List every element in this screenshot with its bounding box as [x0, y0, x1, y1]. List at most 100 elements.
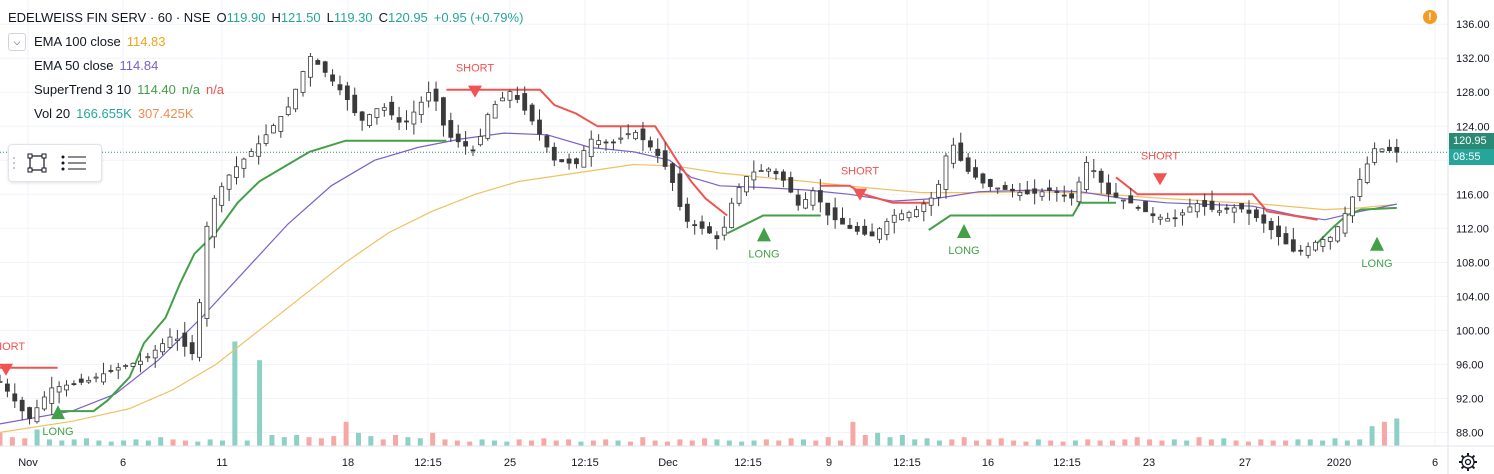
time-tick-label: 2020	[1327, 457, 1351, 469]
candle-body	[1084, 161, 1089, 190]
signal-label: LONG	[948, 245, 979, 257]
volume-bar	[974, 440, 980, 446]
time-tick-label: 25	[504, 457, 516, 469]
candle-body	[145, 356, 151, 359]
signal-label: SHORT	[456, 63, 495, 75]
volume-bar	[850, 421, 856, 446]
volume-bar	[84, 438, 90, 446]
select-rectangle-button[interactable]	[19, 145, 55, 181]
candle-body	[470, 149, 476, 152]
supertrend-segment-up	[726, 214, 821, 235]
volume-bar	[393, 435, 399, 446]
volume-bar	[529, 440, 535, 446]
volume-bar	[368, 436, 374, 446]
volume-bar	[1394, 418, 1400, 446]
volume-bar	[1171, 439, 1177, 446]
candle-body	[248, 151, 254, 157]
candle-body	[1320, 239, 1326, 247]
time-tick-label: 6	[120, 457, 126, 469]
candle-body	[1128, 195, 1134, 204]
volume-bar	[219, 440, 225, 446]
volume-bar	[578, 441, 584, 446]
candle-body	[0, 380, 3, 383]
volume-bar	[133, 439, 139, 446]
candle-body	[1364, 163, 1370, 183]
indicator-row-volume[interactable]: Vol 20 166.655K 307.425K	[8, 102, 523, 126]
price-tick-label: 112.00	[1456, 223, 1489, 235]
candle-body	[174, 338, 180, 341]
candle-body	[810, 190, 816, 206]
volume-bar	[899, 435, 905, 446]
candle-body	[677, 173, 683, 207]
short-arrow	[0, 363, 13, 376]
volume-bar	[1332, 438, 1338, 446]
candle-body	[507, 91, 513, 101]
candle-body	[1106, 182, 1111, 195]
candle-body	[381, 107, 387, 111]
long-arrow	[757, 227, 771, 242]
candle-body	[448, 120, 454, 138]
candle-body	[803, 199, 808, 209]
volume-bar	[664, 441, 670, 446]
volume-bar	[1344, 440, 1350, 446]
candle-body	[795, 194, 801, 206]
time-tick-label: 18	[342, 457, 354, 469]
bar-countdown-tag: 08:55	[1449, 149, 1494, 165]
candle-body	[1342, 213, 1348, 234]
ema100-line	[0, 163, 1397, 433]
candle-body	[766, 168, 772, 172]
drawing-toolbox[interactable]	[8, 144, 102, 182]
volume-bar	[467, 441, 473, 446]
candle-body	[19, 399, 25, 412]
candle-body	[670, 163, 675, 183]
volume-bar	[763, 439, 769, 446]
volume-bar	[1295, 439, 1301, 446]
volume-bar	[726, 440, 732, 446]
volume-bar	[182, 440, 188, 446]
candle-body	[500, 97, 505, 102]
candle-body	[1120, 199, 1126, 202]
price-tick-label: 136.00	[1456, 19, 1490, 31]
indicator-row-ema50[interactable]: EMA 50 close 114.84	[8, 54, 523, 78]
candle-body	[241, 158, 247, 169]
volume-bar	[813, 440, 819, 446]
volume-bar	[9, 437, 15, 446]
candle-body	[337, 84, 343, 91]
volume-bar	[257, 360, 263, 446]
open-value: 119.90	[226, 10, 266, 25]
candle-body	[101, 373, 106, 383]
volume-bar	[689, 440, 695, 446]
settings-gear-icon[interactable]	[1458, 452, 1478, 472]
volume-bar	[1023, 441, 1029, 446]
time-tick-label: 9	[826, 457, 832, 469]
candle-body	[1047, 187, 1052, 191]
object-tree-button[interactable]	[55, 145, 91, 181]
candle-body	[817, 190, 823, 203]
candle-body	[980, 173, 986, 184]
indicator-row-supertrend[interactable]: SuperTrend 3 10 114.40 n/a n/a	[8, 78, 523, 102]
candle-body	[1313, 241, 1318, 251]
volume-bar	[244, 440, 250, 446]
candle-body	[374, 108, 380, 118]
candle-body	[914, 209, 919, 217]
signal-label: LONG	[748, 248, 779, 260]
time-tick-label: 16	[982, 457, 994, 469]
price-tick-label: 88.00	[1456, 427, 1484, 439]
indicator-row-ema100[interactable]: ⌵ EMA 100 close 114.83	[8, 30, 523, 54]
drag-handle-icon[interactable]	[9, 145, 19, 181]
candle-body	[1357, 179, 1363, 197]
volume-bar	[1035, 439, 1041, 446]
warning-icon[interactable]: !	[1423, 10, 1437, 24]
volume-bar	[207, 439, 213, 446]
candle-body	[138, 360, 143, 366]
volume-bar	[1085, 439, 1091, 446]
candle-body	[426, 92, 432, 102]
volume-bar	[640, 437, 646, 446]
indicator-name: EMA 50 close	[34, 58, 114, 73]
time-tick-label: 12:15	[414, 457, 442, 469]
candle-body	[721, 226, 727, 236]
collapse-legend-button[interactable]: ⌵	[8, 33, 26, 51]
candle-body	[1202, 200, 1208, 207]
volume-bar	[121, 440, 127, 446]
